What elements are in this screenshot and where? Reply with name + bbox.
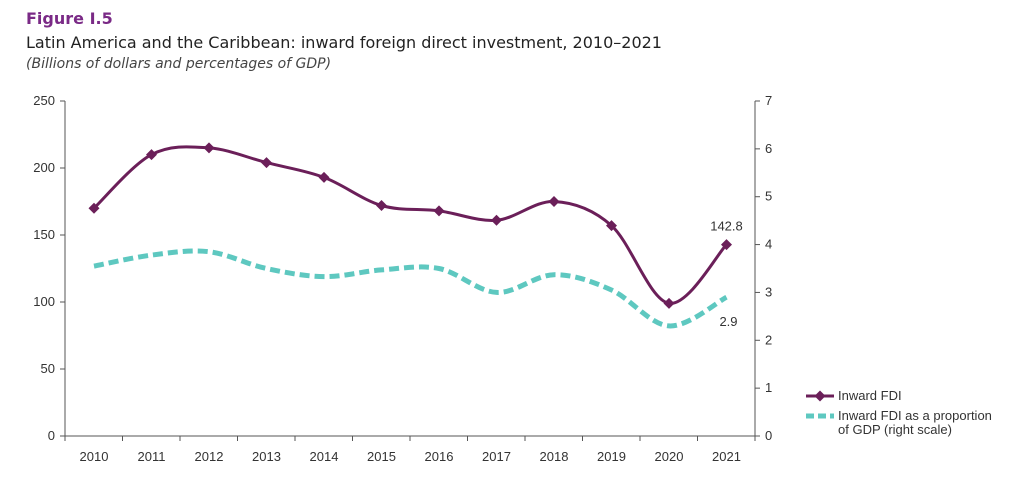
annotations: 142.8 2.9 (710, 219, 743, 330)
x-tick-label: 2014 (310, 449, 339, 464)
x-tick-label: 2015 (367, 449, 396, 464)
fdi-point (376, 200, 387, 212)
left-tick-label: 100 (33, 294, 55, 309)
legend: Inward FDI Inward FDI as a proportion of G… (806, 388, 992, 437)
gdp-2021-label: 2.9 (719, 314, 737, 329)
gdp-share-line (93, 248, 728, 329)
chart-title: Latin America and the Caribbean: inward … (26, 33, 662, 52)
chart-subtitle: (Billions of dollars and percentages of … (26, 56, 332, 72)
inward-fdi-line (92, 145, 728, 305)
fdi-point (433, 205, 445, 217)
left-tick-label: 0 (48, 428, 55, 443)
left-tick-label: 200 (33, 160, 55, 175)
fdi-point (203, 142, 215, 154)
right-tick-label: 2 (765, 332, 772, 347)
right-tick-label: 1 (765, 380, 772, 395)
fdi-point (261, 157, 272, 169)
legend-fdi-label: Inward FDI (838, 388, 902, 403)
fdi-point (88, 202, 100, 214)
x-tick-label: 2011 (138, 449, 166, 464)
fdi-point (606, 220, 617, 232)
figure-label: Figure I.5 (26, 9, 113, 28)
right-tick-label: 4 (765, 237, 772, 252)
fdi-point (318, 171, 330, 183)
chart-axes: 0 50 100 150 200 250 0 1 2 3 4 5 6 7 2010 2011 2012 2013 2… (33, 93, 772, 464)
legend-gdp-label: Inward FDI as a proportion of GDP (right … (838, 408, 992, 437)
fdi-point (663, 297, 675, 309)
x-tick-label: 2018 (540, 449, 569, 464)
legend-fdi-marker (814, 390, 826, 402)
x-tick-label: 2013 (252, 449, 281, 464)
gdp-share-series (93, 248, 728, 329)
fdi-point (491, 214, 502, 226)
x-tick-label: 2019 (597, 449, 626, 464)
right-tick-label: 0 (765, 428, 772, 443)
x-tick-label: 2017 (482, 449, 511, 464)
fdi-2021-label: 142.8 (710, 219, 743, 234)
fdi-point (721, 239, 732, 251)
right-tick-label: 5 (765, 189, 772, 204)
x-tick-label: 2020 (655, 449, 684, 464)
x-tick-label: 2021 (712, 449, 741, 464)
left-tick-label: 250 (33, 93, 55, 108)
fdi-point (146, 149, 157, 161)
right-tick-label: 3 (765, 284, 772, 299)
x-tick-label: 2012 (195, 449, 224, 464)
left-tick-label: 50 (41, 361, 55, 376)
right-tick-label: 6 (765, 141, 772, 156)
x-tick-label: 2010 (80, 449, 109, 464)
fdi-point (548, 196, 560, 207)
x-tick-label: 2016 (425, 449, 454, 464)
left-tick-label: 150 (33, 227, 55, 242)
right-tick-label: 7 (765, 93, 772, 108)
inward-fdi-series (88, 142, 732, 309)
